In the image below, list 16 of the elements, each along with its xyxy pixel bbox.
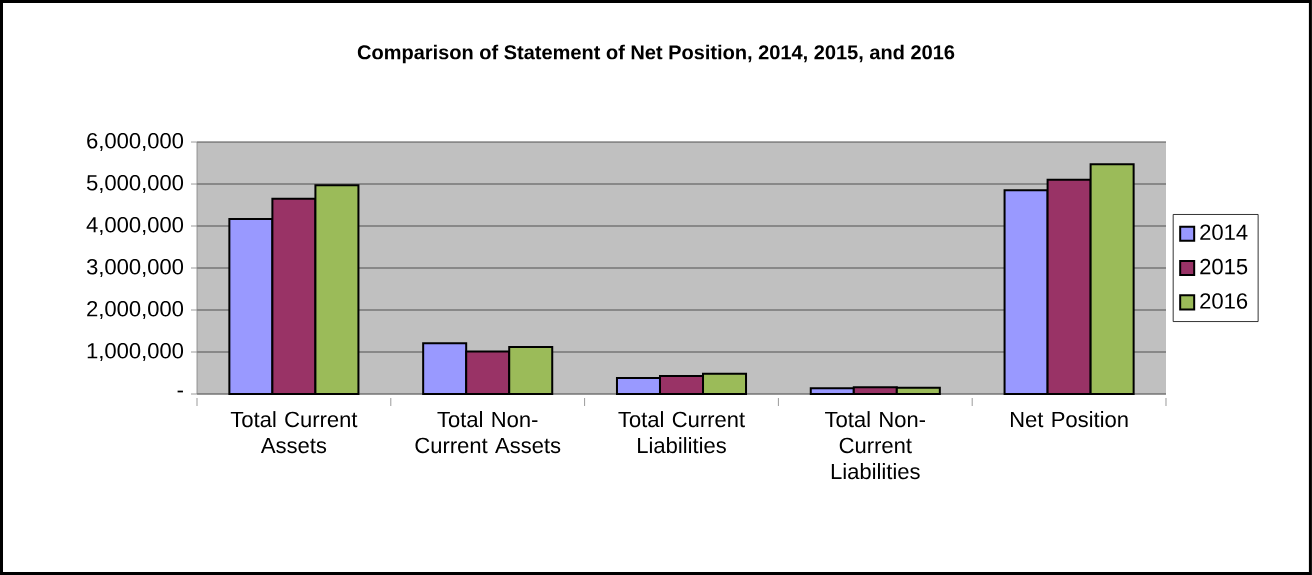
legend-label: 2015 xyxy=(1200,258,1248,275)
x-tick-label: Total Non-Current Assets xyxy=(415,411,561,454)
x-tick-label: Total Current Assets xyxy=(230,411,358,454)
y-tick-label: 3,000,000 xyxy=(86,258,184,278)
legend-label: 2014 xyxy=(1200,224,1248,241)
y-tick-label: - xyxy=(177,390,183,393)
y-tick-label: 6,000,000 xyxy=(87,132,184,152)
chart-title: Comparison of Statement of Net Position, 2014, 2015, and 2016 xyxy=(357,44,955,64)
x-tick-label: Net Position xyxy=(1011,411,1128,428)
y-tick-label: 2,000,000 xyxy=(87,300,184,320)
y-tick-label: 4,000,000 xyxy=(86,216,184,236)
y-tick-label: 5,000,000 xyxy=(86,174,184,194)
legend-label: 2016 xyxy=(1200,293,1248,309)
x-tick-label: Total Current Liabilities xyxy=(618,411,745,454)
x-tick-label: Total Non-Current Liabilities xyxy=(825,411,926,480)
y-tick-label: 1,000,000 xyxy=(87,342,184,362)
